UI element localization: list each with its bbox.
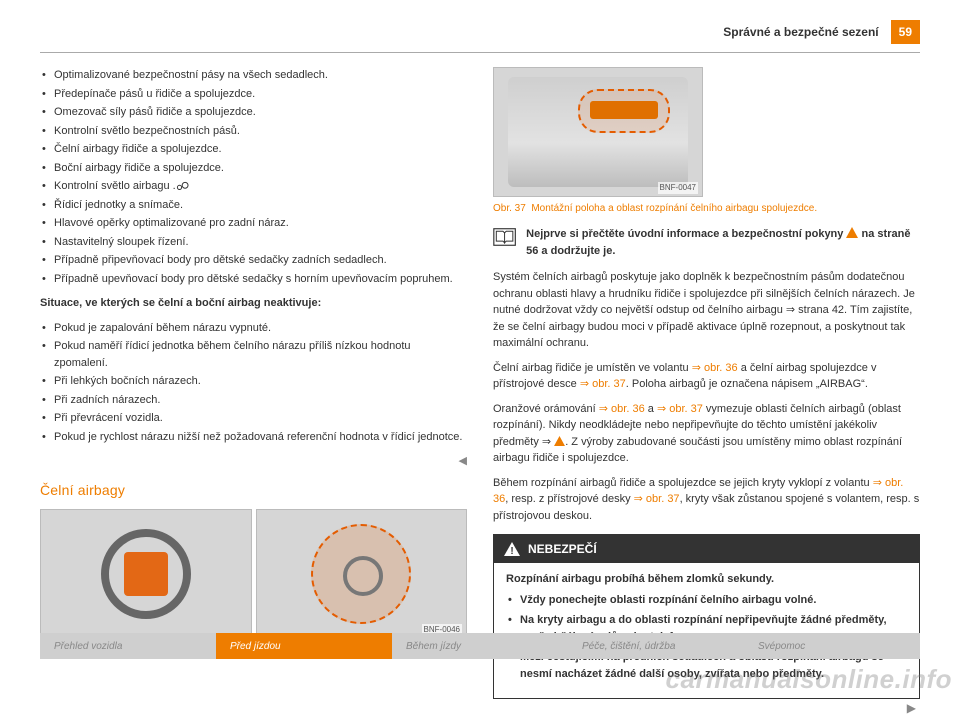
text: Oranžové orámování [493, 403, 599, 415]
manual-page: Správné a bezpečné sezení 59 Optimalizov… [0, 0, 960, 717]
list-item: Při zadních nárazech. [40, 392, 467, 409]
footer-tabs: Přehled vozidla Před jízdou Během jízdy … [40, 633, 920, 659]
warning-triangle-icon [554, 436, 565, 446]
list-item: Optimalizované bezpečnostní pásy na všec… [40, 67, 467, 84]
danger-intro: Rozpínání airbagu probíhá během zlomků s… [506, 571, 907, 588]
text: Během rozpínání airbagů řidiče a spoluje… [493, 477, 873, 489]
feature-list: Optimalizované bezpečnostní pásy na všec… [40, 67, 467, 287]
header-rule [40, 52, 920, 53]
warning-triangle-icon [846, 227, 858, 238]
list-item: Případně připevňovací body pro dětské se… [40, 252, 467, 269]
read-first-text: Nejprve si přečtěte úvodní informace a b… [526, 226, 920, 259]
list-item: Hlavové opěrky optimalizované pro zadní … [40, 215, 467, 232]
list-item-text: Kontrolní světlo airbagu . [54, 180, 176, 192]
ref-link: ⇒ obr. 37 [657, 403, 703, 415]
list-item: Vždy ponechejte oblasti rozpínání čelníh… [506, 592, 907, 609]
page-number: 59 [891, 20, 920, 44]
ref-link: ⇒ obr. 36 [599, 403, 645, 415]
list-item: Případně upevňovací body pro dětské seda… [40, 271, 467, 288]
list-item: Pokud naměří řídicí jednotka během čelní… [40, 338, 467, 371]
ref-link: ⇒ obr. 36 [692, 362, 738, 374]
figure-37: BNF-0047 [493, 67, 703, 197]
list-item: Kontrolní světlo airbagu . [40, 178, 467, 195]
read-first-lead: Nejprve si přečtěte úvodní informace a b… [526, 228, 843, 240]
left-column: Optimalizované bezpečnostní pásy na všec… [40, 67, 467, 717]
list-item: Boční airbagy řidiče a spolujezdce. [40, 160, 467, 177]
text: a [645, 403, 657, 415]
watermark: carmanualsonline.info [666, 660, 952, 699]
footer-tab: Svépomoc [744, 633, 920, 659]
ref-link: ⇒ obr. 37 [634, 493, 680, 505]
text: , resp. z přístrojové desky [505, 493, 633, 505]
subheading: Situace, ve kterých se čelní a boční air… [40, 295, 467, 312]
footer-tab: Přehled vozidla [40, 633, 216, 659]
list-item: Řídicí jednotky a snímače. [40, 197, 467, 214]
text: Čelní airbag řidiče је umístěn ve volant… [493, 362, 692, 374]
footer-tab: Během jízdy [392, 633, 568, 659]
book-icon [493, 226, 516, 248]
text: . Poloha airbagů je označena nápisem „AI… [626, 378, 868, 390]
svg-text:!: ! [510, 546, 513, 556]
figure-36-left [40, 509, 252, 639]
section-title: Správné a bezpečné sezení [723, 23, 878, 41]
right-column: BNF-0047 Obr. 37 Montážní poloha a oblas… [493, 67, 920, 717]
paragraph-3: Oranžové orámování ⇒ obr. 36 a ⇒ obr. 37… [493, 401, 920, 467]
section-heading: Čelní airbagy [40, 480, 467, 501]
paragraph-1: Systém čelních airbagů poskytuje jako do… [493, 269, 920, 352]
danger-triangle-icon: ! [504, 542, 520, 556]
dashboard-icon [508, 77, 688, 187]
ref-link: ⇒ obr. 37 [580, 378, 626, 390]
read-first-box: Nejprve si přečtěte úvodní informace a b… [493, 226, 920, 259]
airbag-warning-icon [176, 181, 190, 191]
footer-tab-active: Před jízdou [216, 633, 392, 659]
figure-36-right: BNF-0046 [256, 509, 468, 639]
list-item: Při převrácení vozidla. [40, 410, 467, 427]
danger-header: ! NEBEZPEČÍ [494, 535, 919, 563]
section-end-icon: ◀ [40, 453, 467, 470]
list-item: Pokud je zapalování během nárazu vypnuté… [40, 320, 467, 337]
paragraph-4: Během rozpínání airbagů řidiče a spoluje… [493, 475, 920, 525]
airbag-zone-icon [311, 524, 411, 624]
list-item: Omezovač síly pásů řidiče a spolujezdce. [40, 104, 467, 121]
continue-arrow-icon: ▶ [493, 699, 920, 717]
steering-wheel-icon [101, 529, 191, 619]
list-item: Při lehkých bočních nárazech. [40, 373, 467, 390]
footer-tab: Péče, čištění, údržba [568, 633, 744, 659]
list-item: Předepínače pásů u řidiče a spolujezdce. [40, 86, 467, 103]
list-item: Kontrolní světlo bezpečnostních pásů. [40, 123, 467, 140]
danger-title: NEBEZPEČÍ [528, 540, 597, 558]
list-item: Nastavitelný sloupek řízení. [40, 234, 467, 251]
list-item: Pokud je rychlost nárazu nižší než požad… [40, 429, 467, 446]
figure-label: BNF-0047 [658, 182, 698, 194]
figure-37-caption: Obr. 37 Montážní poloha a oblast rozpíná… [493, 201, 920, 216]
content-columns: Optimalizované bezpečnostní pásy na všec… [40, 67, 920, 717]
figure-36: BNF-0046 [40, 509, 467, 639]
paragraph-2: Čelní airbag řidiče је umístěn ve volant… [493, 360, 920, 393]
list-item: Čelní airbagy řidiče a spolujezdce. [40, 141, 467, 158]
page-header: Správné a bezpečné sezení 59 [40, 20, 920, 52]
situations-list: Pokud je zapalování během nárazu vypnuté… [40, 320, 467, 446]
